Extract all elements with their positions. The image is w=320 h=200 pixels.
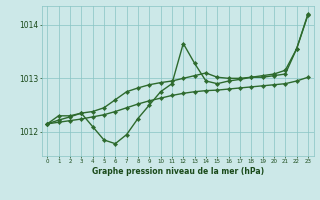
X-axis label: Graphe pression niveau de la mer (hPa): Graphe pression niveau de la mer (hPa) xyxy=(92,167,264,176)
